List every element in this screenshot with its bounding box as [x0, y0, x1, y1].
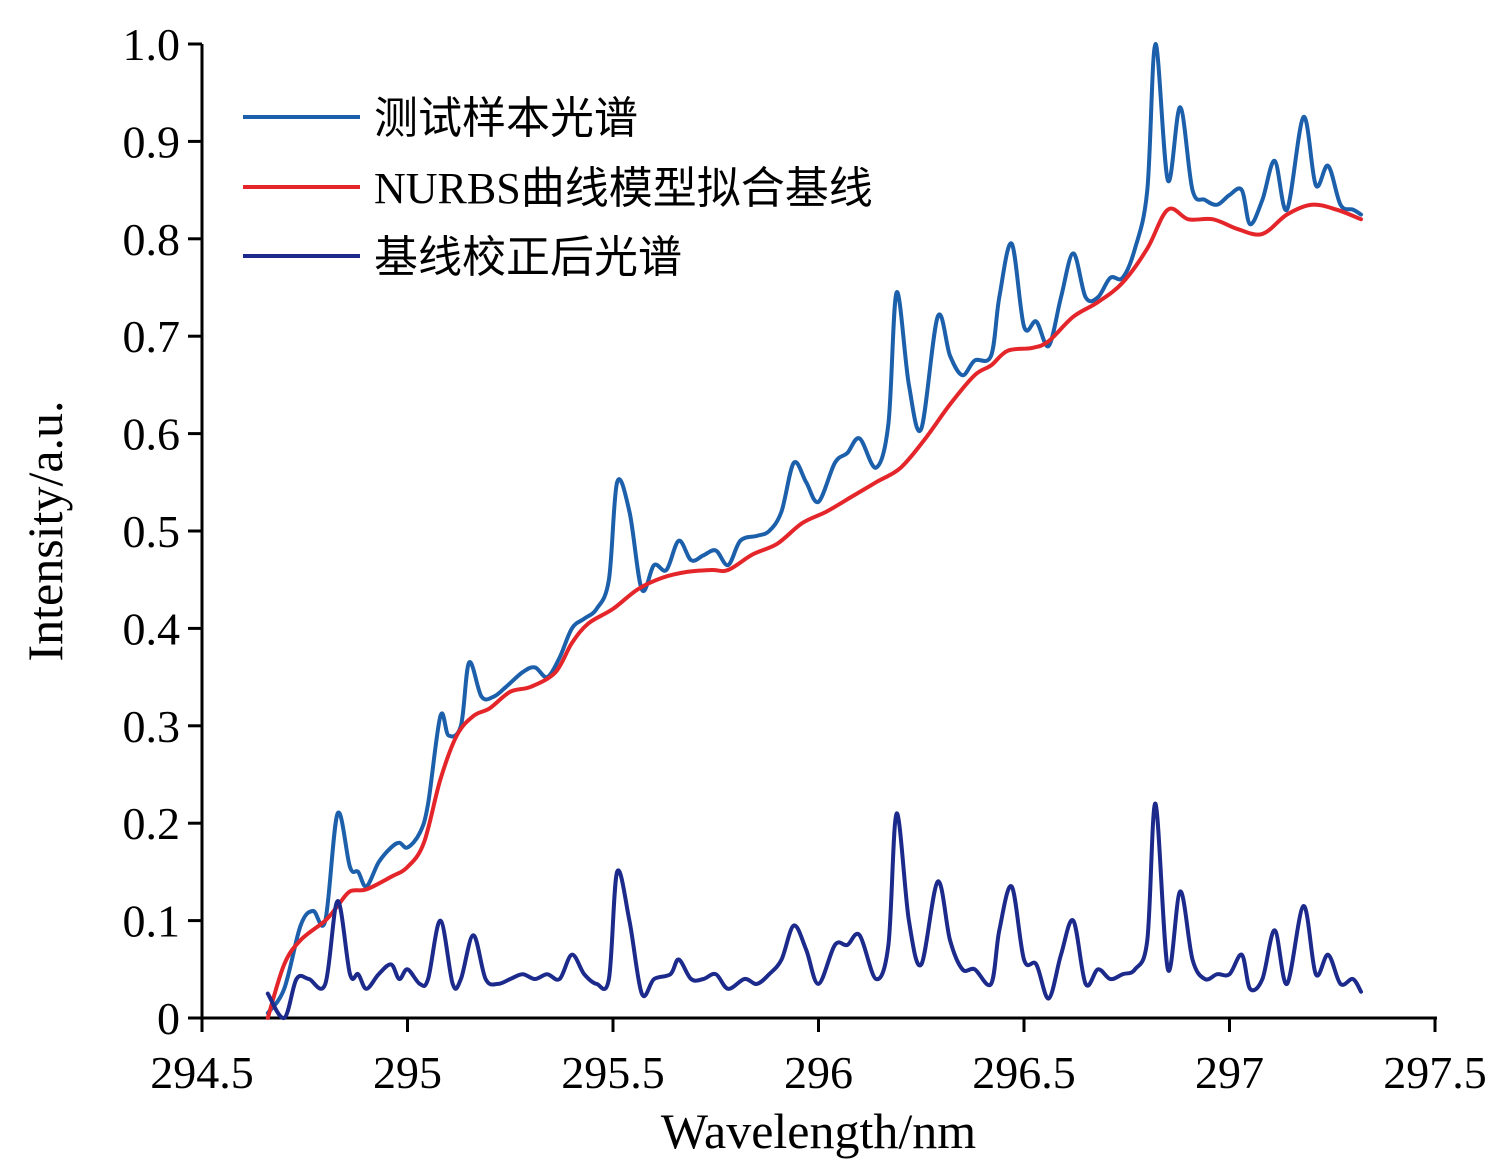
y-axis-title: Intensity/a.u.: [17, 400, 73, 661]
x-tick-label: 295: [373, 1047, 442, 1098]
y-tick-label: 0.6: [123, 409, 181, 460]
y-tick-label: 0.7: [123, 311, 181, 362]
x-ticks: 294.5 295 295.5 296 296.5 297 297.5: [150, 1018, 1487, 1098]
y-tick-label: 0: [157, 993, 180, 1044]
y-tick-label: 0.5: [123, 506, 181, 557]
y-tick-label: 0.3: [123, 701, 181, 752]
series-line-1: [265, 41, 1363, 1016]
legend-label-2: NURBS曲线模型拟合基线: [374, 164, 873, 213]
series-group: [265, 41, 1363, 1020]
y-tick-label: 0.9: [123, 116, 181, 167]
y-tick-label: 0.2: [123, 798, 181, 849]
legend-label-3: 基线校正后光谱: [374, 233, 682, 282]
y-tick-label: 1.0: [123, 19, 181, 70]
x-tick-label: 297: [1195, 1047, 1264, 1098]
x-axis-title: Wavelength/nm: [661, 1103, 976, 1159]
series-line-2: [265, 202, 1363, 1020]
x-tick-label: 296: [784, 1047, 853, 1098]
y-tick-label: 0.4: [123, 603, 181, 654]
y-tick-label: 0.8: [123, 214, 181, 265]
y-tick-label: 0.1: [123, 896, 181, 947]
x-tick-label: 295.5: [561, 1047, 665, 1098]
x-tick-label: 297.5: [1383, 1047, 1487, 1098]
y-ticks: 0 0.1 0.2 0.3 0.4 0.5 0.6 0.7 0.8 0.9 1.0: [123, 19, 202, 1044]
x-tick-label: 294.5: [150, 1047, 254, 1098]
series-line-3: [265, 801, 1363, 1020]
legend-label-1: 测试样本光谱: [374, 94, 638, 143]
x-tick-label: 296.5: [972, 1047, 1076, 1098]
